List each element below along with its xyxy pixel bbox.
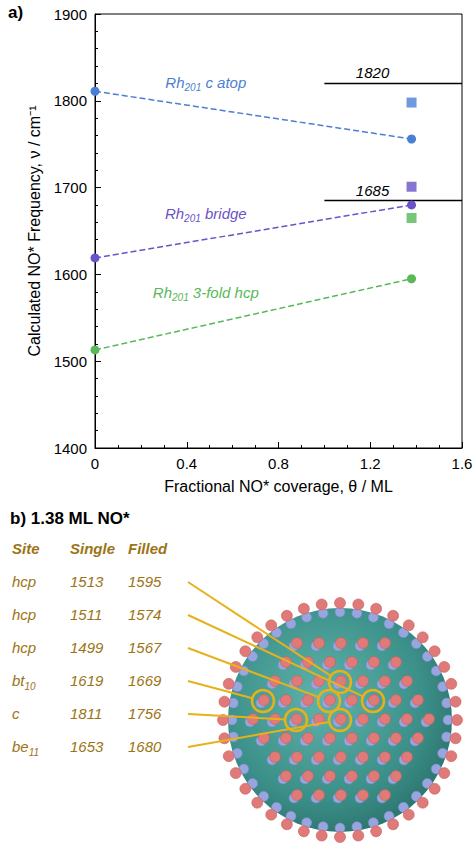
svg-text:1619: 1619 bbox=[70, 672, 104, 689]
svg-text:hcp: hcp bbox=[12, 639, 36, 656]
svg-text:201: 201 bbox=[183, 213, 201, 224]
svg-text:1574: 1574 bbox=[128, 606, 161, 623]
svg-text:1900: 1900 bbox=[54, 6, 87, 23]
svg-text:1600: 1600 bbox=[54, 266, 87, 283]
svg-text:hcp: hcp bbox=[12, 573, 36, 590]
svg-text:Rh: Rh bbox=[165, 205, 184, 222]
svg-text:1669: 1669 bbox=[128, 672, 162, 689]
svg-text:1653: 1653 bbox=[70, 738, 104, 755]
svg-text:1820: 1820 bbox=[356, 64, 390, 81]
svg-text:Rh: Rh bbox=[153, 284, 172, 301]
svg-text:1400: 1400 bbox=[54, 440, 87, 457]
svg-text:201: 201 bbox=[171, 292, 189, 303]
svg-text:1567: 1567 bbox=[128, 639, 162, 656]
svg-text:1595: 1595 bbox=[128, 573, 162, 590]
svg-text:a): a) bbox=[8, 3, 23, 22]
svg-text:0.4: 0.4 bbox=[176, 455, 197, 472]
svg-text:1.2: 1.2 bbox=[360, 455, 381, 472]
svg-text:1511: 1511 bbox=[70, 606, 102, 623]
svg-text:Site: Site bbox=[12, 540, 40, 557]
svg-text:Calculated NO* Frequency, ν /: Calculated NO* Frequency, ν / cm⁻¹ bbox=[26, 105, 43, 356]
svg-text:Filled: Filled bbox=[128, 540, 168, 557]
svg-text:Fractional NO* coverage, θ / M: Fractional NO* coverage, θ / ML bbox=[164, 478, 393, 495]
svg-text:1499: 1499 bbox=[70, 639, 104, 656]
svg-text:3-fold hcp: 3-fold hcp bbox=[189, 284, 259, 301]
svg-text:1800: 1800 bbox=[54, 92, 87, 109]
svg-text:1500: 1500 bbox=[54, 353, 87, 370]
svg-text:Single: Single bbox=[70, 540, 115, 557]
svg-text:hcp: hcp bbox=[12, 606, 36, 623]
svg-text:bt10: bt10 bbox=[12, 672, 36, 692]
svg-text:0: 0 bbox=[91, 455, 99, 472]
svg-text:Rh: Rh bbox=[165, 74, 184, 91]
svg-text:1.6: 1.6 bbox=[452, 455, 473, 472]
svg-text:be11: be11 bbox=[12, 738, 39, 758]
svg-text:1811: 1811 bbox=[70, 705, 102, 722]
svg-text:b) 1.38 ML NO*: b) 1.38 ML NO* bbox=[10, 509, 130, 528]
svg-text:1700: 1700 bbox=[54, 179, 87, 196]
svg-text:1680: 1680 bbox=[128, 738, 162, 755]
svg-text:bridge: bridge bbox=[201, 205, 247, 222]
svg-text:0.8: 0.8 bbox=[268, 455, 289, 472]
svg-text:201: 201 bbox=[184, 82, 202, 93]
svg-text:1685: 1685 bbox=[356, 182, 390, 199]
svg-text:1513: 1513 bbox=[70, 573, 104, 590]
svg-text:c atop: c atop bbox=[201, 74, 246, 91]
svg-text:c: c bbox=[12, 705, 20, 722]
svg-text:1756: 1756 bbox=[128, 705, 162, 722]
